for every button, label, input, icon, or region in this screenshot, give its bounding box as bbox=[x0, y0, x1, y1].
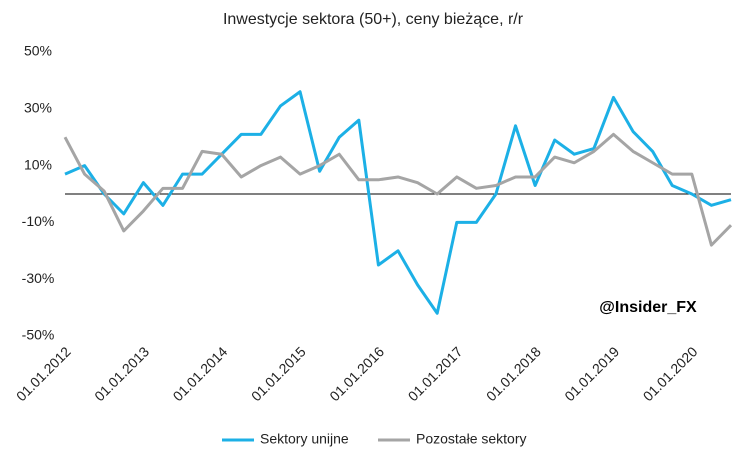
series-line bbox=[63, 132, 733, 247]
legend-label: Pozostałe sektory bbox=[416, 431, 527, 447]
annotation: @Insider_FX bbox=[599, 299, 697, 316]
x-tick-label: 01.01.2019 bbox=[561, 343, 622, 404]
y-tick-label: 30% bbox=[24, 100, 52, 116]
x-tick-label: 01.01.2012 bbox=[13, 343, 74, 404]
x-tick-label: 01.01.2016 bbox=[326, 343, 387, 404]
y-tick-label: 50% bbox=[24, 43, 52, 59]
chart-title: Inwestycje sektora (50+), ceny bieżące, … bbox=[223, 11, 524, 28]
x-tick-label: 01.01.2018 bbox=[483, 343, 544, 404]
series-line bbox=[64, 90, 732, 315]
x-tick-label: 01.01.2014 bbox=[170, 343, 231, 404]
y-tick-label: -50% bbox=[22, 327, 55, 343]
legend-label: Sektory unijne bbox=[260, 431, 349, 447]
x-tick-label: 01.01.2015 bbox=[248, 343, 309, 404]
y-tick-label: -30% bbox=[22, 270, 55, 286]
y-tick-label: 10% bbox=[24, 156, 52, 172]
x-tick-label: 01.01.2013 bbox=[91, 343, 152, 404]
y-tick-label: -10% bbox=[22, 213, 55, 229]
x-tick-label: 01.01.2020 bbox=[640, 343, 701, 404]
x-tick-label: 01.01.2017 bbox=[405, 343, 466, 404]
